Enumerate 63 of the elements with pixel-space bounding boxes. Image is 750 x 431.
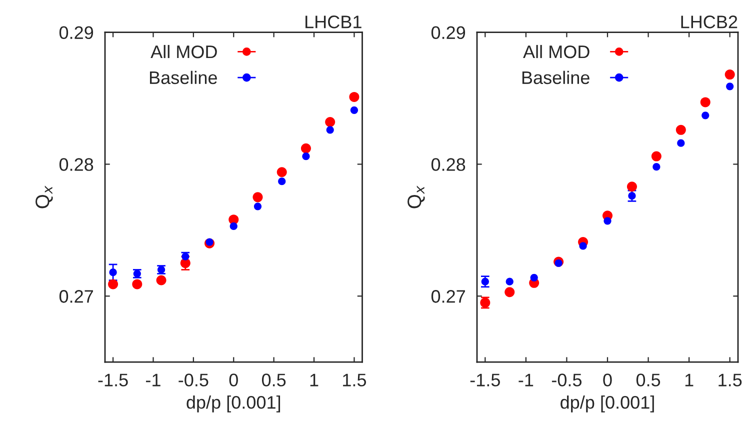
y-tick-label: 0.28 [431, 158, 466, 171]
y-axis-title: Q$_{x}$ [36, 186, 53, 208]
point [651, 151, 662, 162]
x-tick-label: 1.5 [718, 374, 742, 386]
point [724, 70, 735, 80]
y-tick-label: 0.29 [431, 26, 466, 40]
x-tick-label: -1.5 [98, 374, 128, 386]
point [579, 242, 587, 250]
y-tick-label: 0.29 [59, 26, 94, 40]
point [252, 192, 263, 202]
point [726, 82, 734, 90]
point [300, 143, 311, 154]
x-tick-label: 1 [310, 374, 318, 386]
point [109, 268, 117, 276]
point [702, 112, 710, 120]
x-tick-label: -0.5 [178, 374, 208, 386]
x-tick-label: 0 [229, 374, 238, 386]
legend-label: All MOD [523, 44, 590, 58]
x-axis-title: dp/p [0.001] [560, 396, 654, 412]
point [506, 278, 514, 286]
x-tick-label: 1.5 [343, 374, 366, 386]
point [628, 192, 636, 200]
y-tick-label: 0.27 [431, 290, 465, 303]
point [677, 139, 685, 147]
x-tick-label: -1.5 [470, 374, 500, 386]
point [481, 278, 489, 286]
y-axis-title: Q$_{x}$ [408, 186, 425, 208]
chart-title: LHCB1 [306, 16, 362, 28]
point [302, 152, 310, 160]
point [206, 238, 214, 246]
point [700, 97, 710, 108]
point [554, 259, 562, 267]
point [349, 92, 360, 102]
x-tick-label: -1 [146, 374, 160, 386]
x-tick-label: 0.5 [262, 374, 286, 386]
x-tick-label: -0.5 [552, 374, 582, 386]
point [276, 167, 287, 178]
point [132, 279, 142, 290]
chart-title: LHCB2 [681, 16, 738, 28]
legend-label: Baseline [522, 70, 590, 84]
point [626, 182, 637, 192]
x-tick-label: 0.5 [636, 374, 660, 386]
legend-label: Baseline [150, 70, 217, 84]
point [108, 279, 118, 290]
point [325, 117, 336, 128]
point [604, 217, 612, 225]
point [326, 126, 334, 134]
point [230, 222, 238, 230]
point [504, 287, 515, 298]
x-axis-title: dp/p [0.001] [186, 396, 280, 412]
y-tick-label: 0.27 [59, 290, 93, 303]
point [278, 178, 286, 186]
point [676, 124, 686, 135]
point [156, 275, 166, 286]
y-tick-label: 0.28 [59, 158, 94, 171]
x-tick-label: 0 [603, 374, 612, 386]
legend-label: All MOD [150, 44, 217, 58]
point [530, 274, 538, 282]
x-tick-label: -1 [518, 374, 534, 386]
point [652, 163, 660, 171]
x-tick-label: 1 [685, 374, 694, 386]
point [254, 202, 262, 210]
point [350, 106, 358, 114]
